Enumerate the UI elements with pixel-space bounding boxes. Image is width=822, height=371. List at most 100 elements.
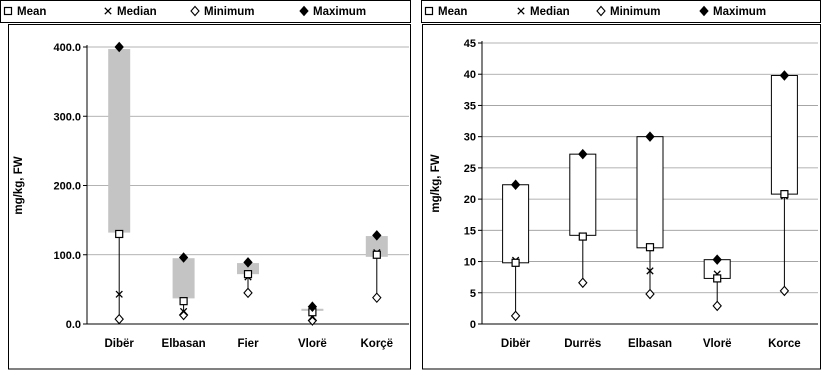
left-x-label-vlore: Vlorë [298, 338, 327, 350]
right-y-tick-label-15: 15 [464, 225, 476, 237]
right-box-diber [502, 184, 530, 264]
left-point-maximum-diber [114, 41, 124, 53]
right-point-minimum-korce [779, 285, 790, 297]
right-y-tick-label-10: 10 [464, 257, 476, 269]
right-legend-label-maximum: Maximum [713, 6, 766, 18]
left-point-median-elbasan [179, 307, 188, 316]
right-point-maximum-elbasan [645, 131, 655, 142]
left-x-label-elbasan: Elbasan [162, 338, 206, 350]
left-legend-label-maximum: Maximum [313, 6, 366, 18]
right-point-mean-diber [511, 258, 520, 267]
box-chart-right: Mean Median Minimum Maximum 0 5 10 15 20 25 30 35 40… [421, 0, 821, 370]
right-legend-label-mean: Mean [438, 6, 467, 18]
left-point-maximum-fier [243, 257, 253, 268]
left-box-diber [108, 49, 131, 233]
left-y-axis-label: mg/kg, FW [13, 156, 25, 214]
right-group-vlore [703, 254, 731, 312]
right-point-maximum-vlore [712, 254, 722, 265]
right-y-tick-label-20: 20 [464, 194, 476, 206]
left-legend-frame [0, 0, 411, 23]
right-x-label-vlore: Vlorë [703, 338, 732, 350]
right-x-label-elbasan: Elbasan [628, 338, 672, 350]
right-x-label-korce: Korce [768, 338, 801, 350]
right-point-minimum-diber [510, 310, 521, 322]
left-x-label-korce: Korçë [360, 338, 393, 350]
left-box-fier [237, 263, 259, 275]
right-legend-marker-minimum [596, 5, 606, 17]
right-legend-marker-mean [424, 6, 434, 16]
left-x-label-fier: Fier [237, 338, 259, 350]
right-point-mean-durres [578, 232, 587, 241]
right-x-label-diber: Dibër [501, 338, 531, 350]
right-point-median-elbasan [646, 267, 654, 275]
right-point-maximum-diber [510, 179, 521, 191]
left-point-mean-fier [243, 270, 253, 279]
left-legend-marker-maximum [299, 5, 309, 17]
right-y-tick-label-5: 5 [470, 288, 476, 300]
left-point-mean-elbasan [179, 297, 188, 306]
right-legend-label-minimum: Minimum [610, 6, 660, 18]
right-box-durres [569, 153, 597, 236]
left-x-label-diber: Dibër [104, 338, 134, 350]
right-box-elbasan [636, 136, 664, 249]
right-x-label-durres: Durrës [564, 338, 601, 350]
right-y-tick-label-40: 40 [464, 69, 476, 81]
right-point-minimum-durres [578, 277, 588, 289]
right-y-ticks: 0 5 10 15 20 25 30 35 40 45 [464, 38, 482, 331]
right-point-maximum-durres [578, 148, 588, 160]
left-group-fier [237, 257, 259, 299]
right-y-tick-label-35: 35 [464, 100, 476, 112]
left-point-maximum-vlore [307, 301, 318, 312]
left-y-tick-label-0-0: 0.0 [66, 319, 81, 331]
left-point-minimum-korce [372, 292, 382, 304]
left-legend-label-median: Median [117, 6, 157, 18]
right-y-tick-label-30: 30 [464, 132, 476, 144]
left-y-ticks: 0.0 100.0 200.0 300.0 400.0 [53, 42, 87, 331]
chart-panel-right: Mean Median Minimum Maximum 0 5 10 15 20 25 30 35 40… [421, 0, 822, 371]
left-legend-marker-minimum [190, 5, 200, 17]
left-y-tick-label-100-0: 100.0 [53, 250, 81, 262]
right-point-mean-vlore [713, 274, 722, 283]
left-legend-marker-mean [3, 6, 13, 16]
left-point-mean-korce [372, 250, 381, 259]
left-legend-marker-median [104, 7, 112, 15]
left-group-vlore [301, 301, 324, 326]
left-y-tick-label-300-0: 300.0 [53, 111, 81, 123]
right-y-tick-label-0: 0 [470, 319, 476, 331]
left-box-korce [365, 236, 388, 257]
left-legend: Mean Median Minimum Maximum [0, 0, 411, 23]
right-point-mean-korce [780, 190, 789, 199]
left-group-diber [108, 41, 131, 325]
right-group-durres [569, 148, 597, 289]
right-point-maximum-korce [779, 70, 790, 81]
left-point-mean-diber [115, 229, 124, 239]
left-y-tick-label-200-0: 200.0 [53, 181, 81, 193]
right-legend-label-median: Median [530, 6, 570, 18]
chart-panel-left: Mean Median Minimum Maximum 0.0 100.0 200.0 300… [0, 0, 411, 370]
left-plot-frame [8, 24, 411, 370]
left-box-elbasan [172, 258, 195, 299]
right-group-elbasan [636, 131, 664, 300]
left-group-korce [365, 230, 388, 304]
box-chart-left: Mean Median Minimum Maximum 0.0 100.0 200.0 300… [0, 0, 411, 370]
left-point-minimum-fier [243, 287, 253, 299]
right-point-minimum-vlore [712, 300, 722, 312]
right-point-minimum-elbasan [645, 288, 655, 300]
right-group-korce [770, 70, 798, 297]
left-legend-label-minimum: Minimum [204, 6, 254, 18]
left-group-elbasan [172, 252, 195, 321]
left-legend-label-mean: Mean [17, 6, 46, 18]
left-gridlines [87, 46, 409, 256]
right-legend: Mean Median Minimum Maximum [421, 0, 821, 23]
right-point-mean-elbasan [645, 243, 655, 252]
left-point-maximum-korce [372, 230, 382, 241]
left-point-minimum-diber [114, 313, 124, 325]
right-group-diber [502, 179, 530, 322]
left-point-maximum-elbasan [178, 252, 189, 263]
left-y-tick-label-400-0: 400.0 [53, 42, 81, 54]
right-plot-frame [422, 24, 821, 370]
right-legend-frame [421, 0, 821, 23]
right-legend-marker-maximum [699, 5, 709, 17]
right-box-korce [770, 74, 798, 195]
right-y-tick-label-45: 45 [464, 38, 476, 50]
